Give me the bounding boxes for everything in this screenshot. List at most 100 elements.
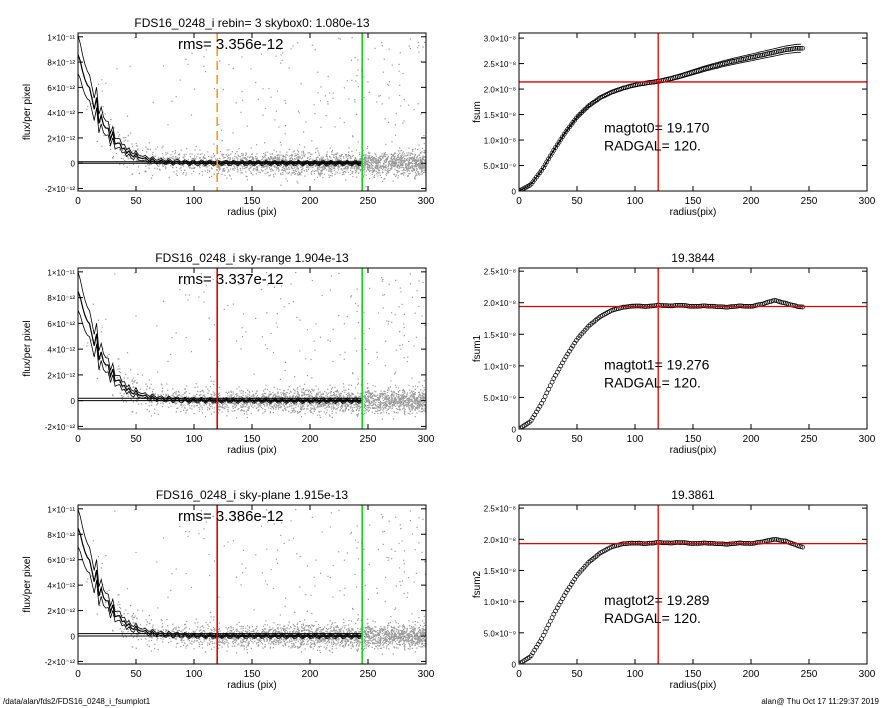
- scatter-point: [384, 178, 386, 180]
- scatter-point: [368, 152, 370, 154]
- scatter-point: [383, 155, 385, 158]
- scatter-point: [412, 386, 414, 388]
- scatter-point: [351, 172, 353, 174]
- scatter-point: [209, 408, 211, 410]
- scatter-point: [406, 167, 408, 169]
- scatter-point: [150, 148, 152, 150]
- scatter-point: [306, 164, 308, 166]
- scatter-point: [377, 399, 379, 401]
- scatter-point: [197, 398, 199, 400]
- scatter-point: [387, 391, 389, 393]
- scatter-point: [403, 153, 405, 155]
- scatter-point: [390, 398, 392, 400]
- scatter-point: [131, 379, 133, 381]
- scatter-point: [340, 157, 342, 159]
- profile-line: [78, 54, 362, 166]
- scatter-point: [148, 164, 150, 166]
- scatter-point: [127, 156, 129, 158]
- scatter-point: [394, 158, 396, 160]
- x-tick-label: 250: [801, 196, 818, 207]
- scatter-point: [391, 161, 393, 163]
- scatter-point: [280, 164, 282, 166]
- scatter-point: [393, 158, 395, 160]
- scatter-point: [286, 168, 288, 170]
- scatter-point: [247, 393, 249, 395]
- scatter-point: [419, 403, 421, 405]
- scatter-point: [405, 401, 408, 403]
- scatter-point: [217, 158, 219, 160]
- scatter-point: [257, 404, 259, 406]
- scatter-point: [247, 156, 249, 158]
- scatter-point: [91, 339, 93, 341]
- scatter-point: [224, 157, 226, 159]
- scatter-point: [319, 391, 321, 393]
- scatter-point: [266, 348, 268, 350]
- scatter-point: [334, 159, 336, 161]
- scatter-point: [331, 408, 333, 410]
- scatter-point: [189, 167, 191, 169]
- scatter-point: [369, 164, 371, 167]
- scatter-point: [242, 168, 244, 170]
- scatter-point: [200, 405, 202, 407]
- scatter-point: [175, 411, 177, 413]
- scatter-point: [224, 407, 226, 409]
- scatter-point: [389, 402, 391, 404]
- scatter-point: [406, 166, 408, 168]
- scatter-point: [399, 164, 402, 167]
- scatter-point: [132, 153, 134, 155]
- scatter-point: [255, 402, 257, 404]
- scatter-point: [416, 155, 418, 157]
- scatter-point: [132, 173, 134, 175]
- scatter-point: [322, 165, 324, 167]
- scatter-point: [386, 169, 389, 171]
- scatter-point: [304, 391, 306, 393]
- scatter-point: [394, 314, 396, 316]
- scatter-point: [226, 177, 228, 179]
- scatter-point: [306, 329, 308, 331]
- scatter-point: [331, 173, 333, 175]
- scatter-point: [400, 155, 403, 157]
- scatter-point: [398, 394, 400, 396]
- scatter-point: [288, 148, 290, 150]
- scatter-point: [354, 159, 356, 161]
- scatter-point: [279, 158, 281, 160]
- scatter-point: [403, 313, 405, 315]
- fsum-point: [789, 46, 795, 52]
- scatter-point: [370, 163, 373, 165]
- scatter-point: [424, 150, 426, 152]
- scatter-point: [286, 180, 289, 182]
- scatter-point: [374, 161, 376, 163]
- scatter-point: [416, 401, 418, 403]
- scatter-point: [375, 163, 377, 165]
- scatter-point: [402, 161, 404, 163]
- scatter-point: [409, 38, 411, 40]
- scatter-point: [264, 392, 266, 394]
- scatter-point: [272, 159, 274, 161]
- scatter-point: [315, 165, 317, 167]
- scatter-point: [145, 146, 147, 148]
- scatter-point: [388, 172, 390, 174]
- scatter-point: [236, 394, 238, 396]
- scatter-point: [389, 386, 391, 388]
- scatter-point: [329, 384, 331, 386]
- scatter-point: [395, 163, 397, 165]
- scatter-point: [162, 145, 164, 147]
- scatter-point: [175, 151, 177, 153]
- scatter-point: [299, 350, 301, 352]
- scatter-point: [266, 395, 268, 398]
- scatter-point: [306, 408, 308, 410]
- scatter-point: [348, 151, 350, 153]
- scatter-point: [357, 384, 359, 386]
- scatter-point: [266, 312, 268, 314]
- scatter-point: [371, 160, 373, 162]
- y-tick-label: 4×10⁻¹²: [47, 109, 75, 118]
- scatter-point: [356, 166, 358, 168]
- scatter-point: [261, 401, 263, 404]
- scatter-point: [273, 176, 275, 178]
- scatter-point: [337, 164, 339, 166]
- scatter-point: [347, 167, 349, 169]
- scatter-point: [367, 398, 369, 400]
- scatter-point: [354, 404, 356, 406]
- scatter-point: [250, 412, 252, 414]
- scatter-point: [385, 158, 387, 160]
